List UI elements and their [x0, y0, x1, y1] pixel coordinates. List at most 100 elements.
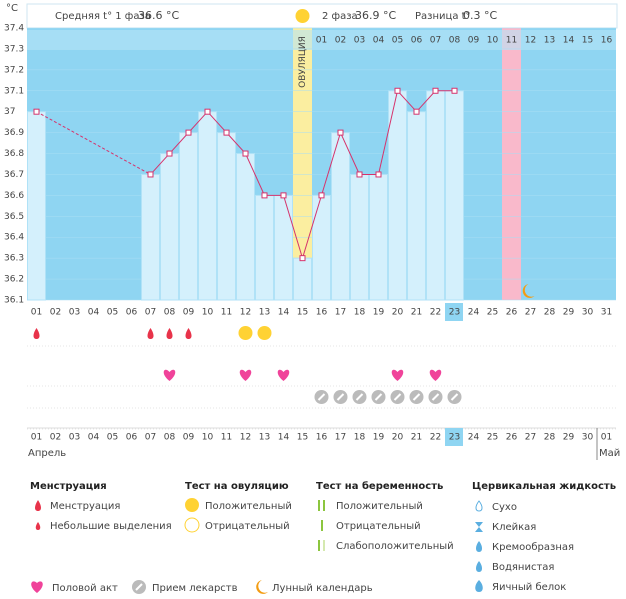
calendar-date: 09 [183, 433, 195, 443]
point [413, 108, 420, 115]
bar [312, 194, 331, 301]
top-label: 09 [468, 36, 480, 46]
top-row [27, 30, 616, 50]
top-label: 13 [544, 36, 555, 46]
top-label: 04 [373, 36, 385, 46]
y-tick-label: 37.1 [4, 86, 24, 96]
pill-icon [317, 393, 326, 401]
x-tick-label: 04 [88, 308, 100, 318]
gap-connector [36, 111, 151, 175]
calendar-date: 04 [88, 433, 100, 443]
y-tick-label: 36.6 [4, 191, 24, 201]
bar [198, 111, 217, 301]
bar [293, 257, 312, 301]
calendar-date: 23 [449, 433, 460, 443]
calendar-date: 17 [335, 433, 346, 443]
bar [274, 194, 293, 301]
legend-item: Слабоположительный [336, 541, 454, 552]
point [337, 129, 344, 136]
bar [217, 132, 236, 301]
top-label: 14 [563, 36, 575, 46]
x-tick-label: 26 [506, 308, 518, 318]
bar [407, 111, 426, 301]
x-tick-label: 13 [259, 308, 270, 318]
point [223, 129, 230, 136]
legend-icon [475, 500, 483, 512]
point [375, 171, 382, 178]
calendar-date: 14 [278, 433, 290, 443]
point [261, 192, 268, 199]
diff-value: 0.3 °C [463, 9, 497, 22]
point [204, 108, 211, 115]
top-label: 03 [354, 36, 365, 46]
y-tick-label: 36.9 [4, 128, 24, 138]
legend-item: Яичный белок [492, 582, 566, 593]
calendar-date: 05 [107, 433, 118, 443]
legend-icon [135, 583, 143, 591]
legend-icon [35, 522, 41, 530]
legend-icon [476, 561, 482, 572]
phase2-value: 36.9 °C [355, 9, 396, 22]
highlight-column [502, 28, 521, 300]
calendar-date: 11 [221, 433, 232, 443]
calendar-date: 13 [259, 433, 270, 443]
calendar-date: 19 [373, 433, 385, 443]
y-tick-label: 36.8 [4, 149, 24, 159]
y-tick-label: 37 [4, 107, 15, 117]
y-tick-label: 37.3 [4, 44, 24, 54]
calendar-date: 22 [430, 433, 441, 443]
ovulation-label: ОВУЛЯЦИЯ [298, 36, 308, 88]
month-label: Май [599, 448, 620, 459]
top-label: 06 [411, 36, 423, 46]
legend-item: Сухо [492, 502, 517, 513]
legend-icon [323, 540, 325, 551]
highlight-column [293, 28, 312, 300]
point [356, 171, 363, 178]
bar [141, 173, 160, 301]
legend-icon [185, 498, 199, 512]
x-tick-label: 21 [411, 308, 422, 318]
point [299, 255, 306, 262]
point [318, 192, 325, 199]
calendar-date: 10 [202, 433, 214, 443]
calendar-date: 06 [126, 433, 138, 443]
calendar-date: 21 [411, 433, 422, 443]
y-tick-label: 36.1 [4, 296, 24, 306]
bar [350, 173, 369, 301]
top-label: 05 [392, 36, 403, 46]
x-tick-label: 10 [202, 308, 214, 318]
bar [331, 132, 350, 301]
legend-item: Положительный [205, 501, 292, 512]
pill-icon [374, 393, 383, 401]
legend-icon [184, 517, 200, 533]
month-label: Апрель [28, 448, 66, 459]
top-label: 10 [487, 36, 499, 46]
current-day [445, 303, 463, 321]
current-day [445, 428, 463, 446]
legend-item: Половой акт [52, 583, 118, 594]
legend-item: Лунный календарь [272, 583, 373, 594]
legend-icon [318, 540, 320, 551]
bar [369, 173, 388, 301]
legend-title: Цервикальная жидкость [472, 481, 616, 492]
moon-icon [522, 284, 535, 298]
legend-icon [323, 500, 325, 511]
calendar-date: 16 [316, 433, 328, 443]
phase1-label: Средняя t° 1 фаза [55, 11, 151, 22]
x-tick-label: 23 [449, 308, 460, 318]
top-label: 01 [316, 36, 327, 46]
header-box [26, 3, 618, 29]
heart-icon [391, 369, 404, 381]
point [432, 87, 439, 94]
legend-title: Тест на овуляцию [185, 481, 289, 492]
x-tick-label: 09 [183, 308, 195, 318]
calendar-date: 01 [31, 433, 42, 443]
point [166, 150, 173, 157]
top-label: 12 [525, 36, 536, 46]
pill-icon [393, 393, 402, 401]
x-tick-label: 25 [487, 308, 498, 318]
y-unit: °C [6, 3, 18, 14]
point [280, 192, 287, 199]
legend-icon [475, 522, 483, 532]
